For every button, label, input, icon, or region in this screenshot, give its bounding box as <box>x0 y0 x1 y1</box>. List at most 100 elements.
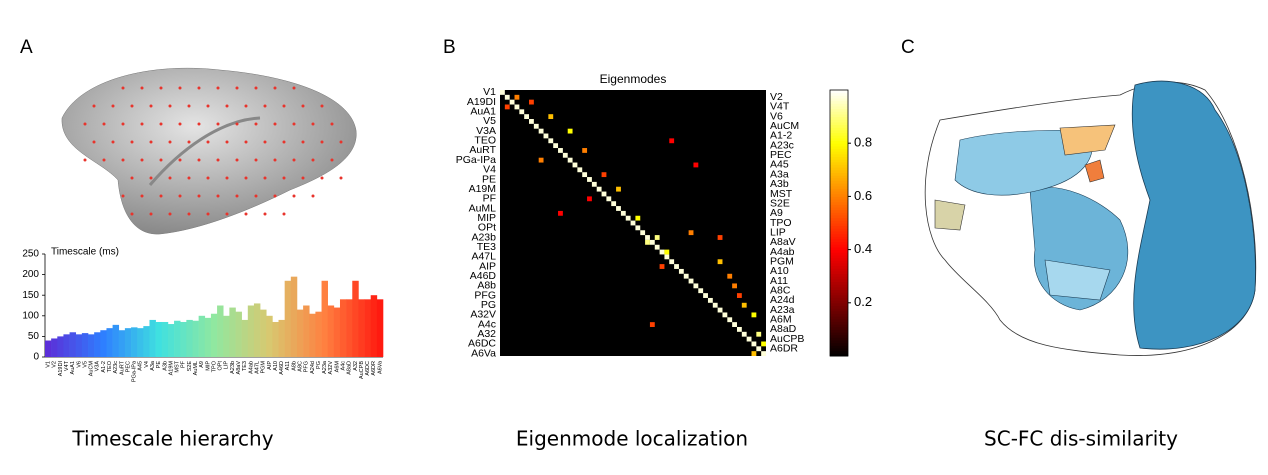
cell <box>601 191 607 197</box>
x-tick-label: A6DR <box>371 361 377 376</box>
cell <box>736 326 742 332</box>
cell <box>727 317 733 323</box>
x-tick-label: AuCM <box>89 361 95 377</box>
x-tick-label: A9 <box>199 361 205 368</box>
bar <box>253 303 261 357</box>
colorbar-step <box>830 297 848 301</box>
colorbar-step <box>830 284 848 288</box>
bar <box>180 321 187 357</box>
electrode <box>168 104 172 108</box>
x-tick-label: A6M <box>334 361 340 373</box>
electrode <box>216 122 220 126</box>
colorbar-step <box>830 246 848 251</box>
colorbar-step <box>830 177 848 181</box>
electrode <box>178 158 182 162</box>
row-label: V4T <box>770 101 790 113</box>
row-label: A45 <box>770 159 789 171</box>
bar <box>296 309 304 357</box>
bar <box>161 321 169 357</box>
cell <box>645 235 650 240</box>
colorbar-step <box>830 113 848 118</box>
x-tick-label: MST <box>175 360 181 372</box>
row-label: AuCPB <box>770 333 804 345</box>
cell <box>509 99 515 105</box>
cell <box>500 90 505 95</box>
electrode <box>235 122 239 126</box>
colorbar-frame <box>829 89 849 357</box>
electrode <box>311 194 315 198</box>
colorbar-step <box>830 143 848 147</box>
electrode <box>263 212 267 216</box>
x-tick-label: A8aV <box>236 361 242 375</box>
electrode <box>263 176 267 180</box>
colorbar-step <box>830 321 848 325</box>
colorbar-step <box>830 233 848 237</box>
colorbar-step <box>830 196 848 200</box>
x-tick-label: PG <box>316 361 322 369</box>
row-label: V3A <box>476 125 496 137</box>
colorbar-step <box>830 153 848 157</box>
bar <box>284 280 292 357</box>
colorbar-step <box>830 270 848 275</box>
colorbar-step <box>830 268 848 272</box>
bar <box>247 305 255 357</box>
bar <box>174 320 181 357</box>
electrode <box>140 86 144 90</box>
row-label: A3a <box>770 168 789 180</box>
region <box>934 199 966 231</box>
x-tick-label: MIP <box>205 361 211 371</box>
region <box>1084 159 1105 183</box>
bar <box>204 317 212 357</box>
cell <box>654 235 660 240</box>
region <box>1044 259 1111 301</box>
row-label: A24d <box>770 294 795 306</box>
cell <box>678 268 684 274</box>
electrode <box>292 194 296 198</box>
electrode <box>168 212 172 216</box>
sulcus <box>148 116 261 186</box>
electrode <box>197 122 201 126</box>
colorbar-step <box>830 159 848 163</box>
colorbar-step <box>830 302 848 306</box>
electrode <box>187 212 191 216</box>
electrode <box>102 158 106 162</box>
electrode <box>263 140 267 144</box>
row-label: AuML <box>469 202 497 214</box>
x-tick-label: A45 <box>138 361 144 371</box>
cell <box>712 302 718 308</box>
bar <box>272 321 279 357</box>
row-label: A10 <box>770 265 789 277</box>
x-tick-label: V2 <box>52 361 58 368</box>
row-label: AIP <box>479 260 496 272</box>
row-label: A6DC <box>468 338 496 350</box>
row-label: PFG <box>474 289 496 301</box>
cell <box>741 331 747 337</box>
x-tick-label: V5 <box>82 361 88 368</box>
cell <box>630 220 636 226</box>
colorbar-step <box>830 217 848 221</box>
row-label: V6 <box>770 110 783 122</box>
cell <box>761 341 766 347</box>
colorbar-step <box>830 185 848 189</box>
x-tick-label: PEC <box>125 361 131 372</box>
colorbar-step <box>830 156 848 160</box>
cell <box>635 225 641 231</box>
colorbar-step <box>830 145 848 150</box>
colorbar-step <box>830 273 848 277</box>
cell <box>587 196 592 202</box>
cell <box>616 206 621 211</box>
electrode <box>301 104 305 108</box>
electrode <box>292 86 296 90</box>
electrode <box>130 104 134 108</box>
cell <box>669 138 675 144</box>
x-tick-label: A23a <box>322 360 328 374</box>
electrode <box>301 176 305 180</box>
electrode <box>206 104 210 108</box>
electrode <box>244 104 248 108</box>
bar <box>118 330 126 357</box>
colorbar-step <box>830 249 848 253</box>
bar <box>358 299 365 357</box>
electrode <box>168 140 172 144</box>
electrode <box>235 194 239 198</box>
y-tick-label: 100 <box>22 310 39 321</box>
